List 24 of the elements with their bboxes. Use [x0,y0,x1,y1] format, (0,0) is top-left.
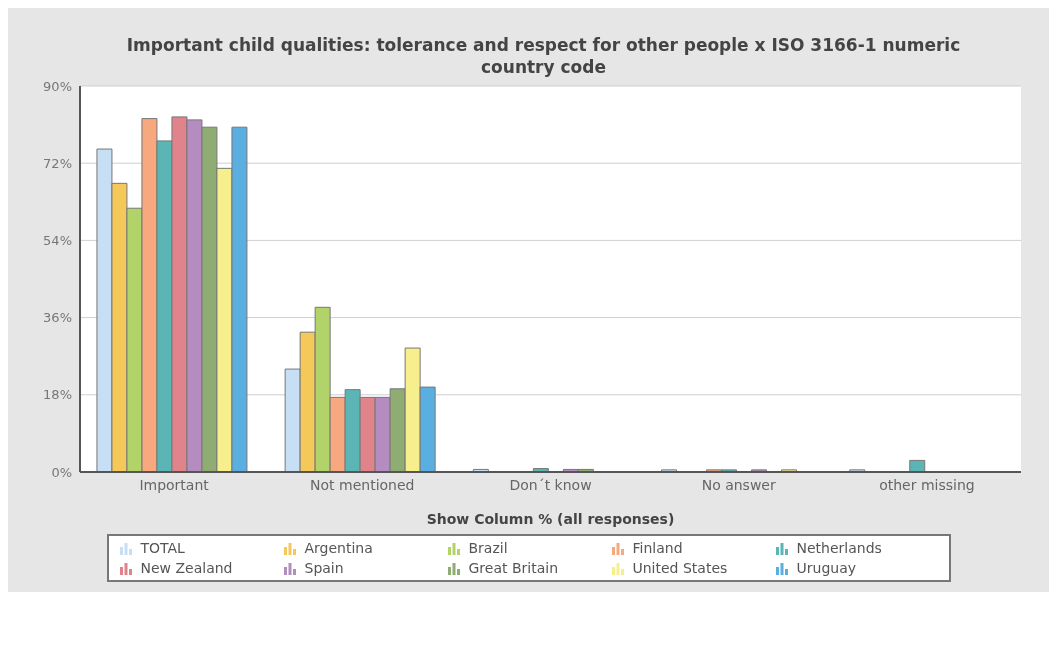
y-tick-label: 72% [43,155,72,171]
y-tick-label: 0% [51,464,72,480]
x-tick-label: No answer [701,476,776,493]
bar [909,459,926,472]
x-axis-title: Show Column % (all responses) [426,511,675,527]
legend-label: Finland [632,540,683,556]
legend-label: Spain [304,560,344,576]
x-tick-label: Don´t know [509,476,592,493]
y-tick-label: 54% [43,233,72,249]
legend-label: Argentina [304,540,373,556]
y-tick-label: 18% [43,387,72,403]
legend-label: TOTAL [140,540,185,556]
y-tick-label: 90% [43,78,72,94]
x-tick-label: Not mentioned [310,476,415,493]
y-tick-label: 36% [43,310,72,326]
legend-label: United States [632,560,728,576]
legend-label: New Zealand [140,560,233,576]
legend-label: Great Britain [468,560,559,576]
x-tick-label: Important [139,476,210,493]
legend-label: Brazil [468,540,508,556]
chart-title: Important child qualities: tolerance and respect for other people x ISO 3166-1 numeric country code [125,34,962,78]
legend-label: Netherlands [796,540,882,556]
x-tick-label: other missing [879,476,975,493]
legend-label: Uruguay [796,560,856,576]
